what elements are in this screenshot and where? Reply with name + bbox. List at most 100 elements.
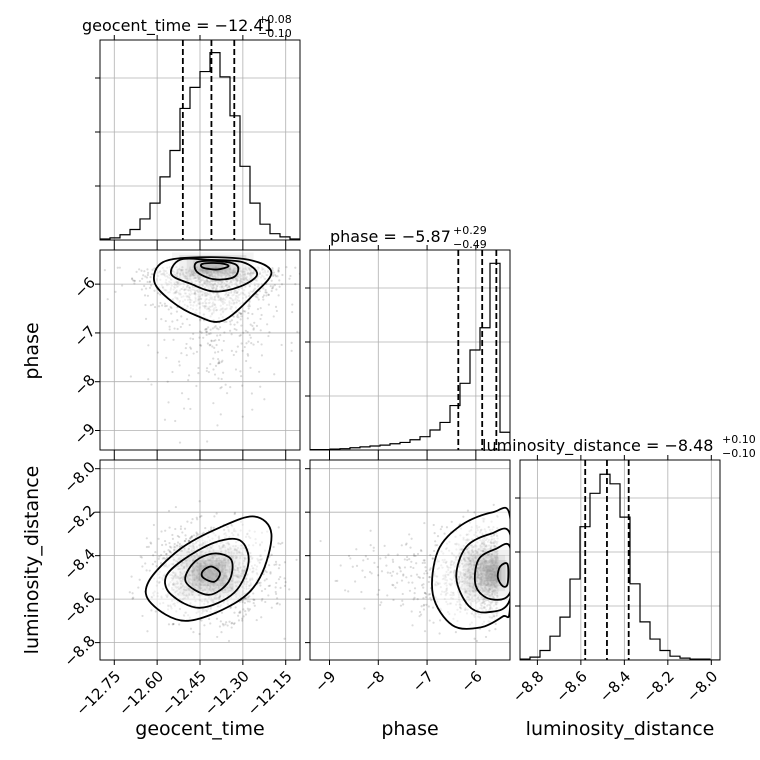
scatter-point — [219, 334, 222, 337]
scatter-point — [264, 569, 267, 572]
scatter-point — [204, 526, 207, 530]
scatter-point — [383, 544, 386, 548]
scatter-point — [150, 609, 153, 612]
x-tick-label: −12.45 — [158, 667, 210, 719]
scatter-point — [189, 347, 193, 350]
scatter-point — [423, 561, 426, 564]
scatter-point — [275, 602, 278, 605]
scatter-point — [186, 520, 189, 523]
scatter-point — [189, 627, 193, 630]
contour-level-2 — [193, 259, 240, 281]
scatter-point — [378, 588, 381, 592]
scatter-point — [336, 579, 339, 582]
scatter-point — [172, 622, 175, 626]
scatter-point — [151, 303, 155, 306]
scatter-point — [130, 278, 134, 281]
scatter-point — [246, 596, 250, 599]
scatter-point — [412, 553, 416, 556]
scatter-point — [218, 361, 221, 365]
scatter-point — [141, 277, 144, 280]
scatter-point — [213, 326, 216, 329]
scatter-point — [199, 318, 202, 321]
scatter-point — [434, 544, 437, 547]
scatter-point — [334, 579, 337, 583]
scatter-point — [209, 363, 212, 366]
scatter-point — [180, 392, 184, 395]
scatter-point — [405, 542, 408, 545]
scatter-point — [187, 539, 190, 542]
scatter-point — [198, 330, 202, 333]
scatter-point — [494, 622, 497, 626]
scatter-point — [412, 566, 415, 570]
scatter-point — [417, 575, 420, 579]
scatter-point — [138, 578, 141, 581]
scatter-point — [209, 328, 212, 331]
scatter-point — [423, 559, 426, 562]
scatter-point — [114, 290, 117, 293]
scatter-point — [195, 350, 199, 353]
scatter-point — [170, 546, 173, 549]
scatter-point — [188, 323, 191, 327]
scatter-point — [181, 531, 184, 534]
scatter-point — [259, 307, 262, 310]
scatter-point — [163, 302, 166, 305]
scatter-point — [198, 500, 201, 503]
scatter-point — [178, 545, 182, 548]
scatter-point — [249, 366, 252, 369]
scatter-point — [217, 361, 221, 364]
title-geocent-time-minus: −0.10 — [258, 27, 292, 40]
scatter-point — [380, 601, 383, 604]
scatter-point — [291, 303, 294, 306]
scatter-point — [402, 574, 405, 577]
scatter-point — [220, 386, 223, 389]
scatter-point — [241, 617, 244, 620]
scatter-point — [233, 323, 236, 326]
scatter-point — [369, 529, 372, 532]
scatter-point — [267, 293, 270, 296]
scatter-point — [260, 354, 264, 357]
scatter-point — [273, 283, 276, 287]
scatter-point — [423, 591, 426, 594]
scatter-point — [206, 440, 209, 443]
scatter-point — [272, 274, 275, 278]
scatter-point — [189, 537, 192, 540]
scatter-point — [224, 623, 227, 626]
scatter-point — [283, 577, 286, 580]
scatter-point — [391, 560, 395, 563]
scatter-point — [148, 280, 151, 284]
scatter-point — [256, 296, 259, 299]
scatter-point — [162, 556, 166, 560]
x-tick-label: −8.6 — [552, 667, 590, 705]
scatter-point — [227, 639, 231, 643]
scatter-point — [268, 564, 271, 567]
scatter-point — [260, 313, 263, 317]
scatter-point — [394, 586, 397, 589]
scatter-point — [418, 576, 422, 579]
scatter-point — [344, 589, 347, 592]
scatter-point — [414, 554, 417, 558]
scatter-point — [273, 373, 276, 376]
scatter-point — [280, 283, 284, 286]
scatter-point — [255, 618, 258, 622]
scatter-point — [403, 566, 407, 569]
scatter-point — [190, 521, 193, 524]
scatter-point — [189, 337, 192, 340]
scatter-point — [212, 357, 215, 360]
scatter-point — [141, 614, 144, 618]
scatter-point — [212, 368, 215, 371]
scatter-point — [229, 320, 232, 323]
scatter-point — [217, 350, 220, 353]
contour-level-2 — [473, 543, 510, 601]
scatter-point — [270, 606, 273, 609]
scatter-point — [171, 533, 174, 537]
scatter-point — [236, 315, 239, 318]
scatter-point — [178, 441, 182, 444]
scatter-point — [236, 345, 239, 348]
scatter-point — [152, 554, 155, 557]
scatter-point — [157, 557, 160, 560]
scatter-point — [488, 629, 491, 632]
scatter-point — [199, 319, 202, 322]
scatter-point — [147, 378, 150, 381]
scatter-point — [283, 637, 286, 640]
scatter-point — [218, 360, 221, 363]
